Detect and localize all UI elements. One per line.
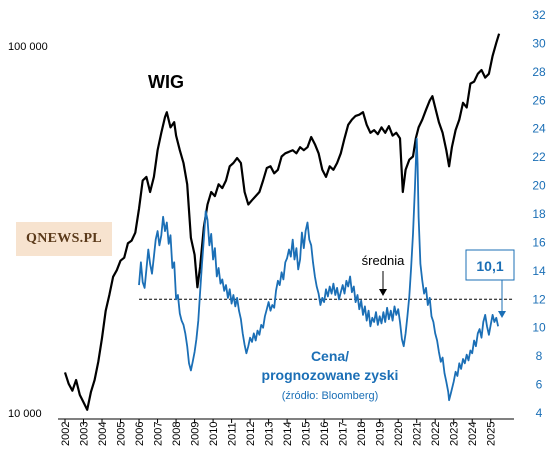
- right-tick-label: 18: [532, 207, 546, 221]
- wig-line: [63, 33, 501, 411]
- pe-label-line1: Cena/: [311, 348, 349, 364]
- callout-box: [465, 249, 515, 281]
- x-tick-label: 2009: [190, 422, 202, 446]
- x-tick-label: 2025: [486, 422, 498, 446]
- x-tick-label: 2011: [227, 422, 239, 446]
- right-tick-label: 20: [532, 179, 546, 193]
- x-tick-label: 2002: [60, 422, 72, 446]
- right-tick-label: 26: [532, 93, 546, 107]
- pe-line: [138, 137, 499, 402]
- series-group: [63, 33, 501, 411]
- x-tick-label: 2012: [245, 422, 257, 446]
- right-tick-label: 4: [536, 406, 543, 420]
- left-axis: 10 000 100 000: [8, 41, 48, 420]
- average-label: średnia: [362, 253, 405, 268]
- qnews-logo: QNEWS.PL: [16, 222, 112, 256]
- x-tick-label: 2016: [319, 422, 331, 446]
- x-tick-label: 2014: [282, 422, 294, 446]
- left-tick-label: 10 000: [8, 408, 42, 420]
- logo-text: QNEWS.PL: [26, 231, 102, 246]
- chart-title: WIG: [148, 72, 184, 92]
- right-tick-label: 22: [532, 150, 546, 164]
- right-tick-label: 16: [532, 235, 546, 249]
- callout-arrowhead: [498, 311, 506, 318]
- average-arrowhead: [379, 289, 387, 296]
- x-tick-label: 2020: [393, 422, 405, 446]
- x-tick-label: 2024: [467, 422, 479, 446]
- x-tick-label: 2023: [449, 422, 461, 446]
- right-tick-label: 12: [532, 292, 546, 306]
- x-tick-label: 2021: [412, 422, 424, 446]
- x-tick-label: 2004: [97, 422, 109, 446]
- source-note: (źródło: Bloomberg): [282, 390, 379, 402]
- labels-group: WIG Cena/ prognozowane zyski (źródło: Bl…: [148, 72, 515, 402]
- x-tick-label: 2008: [171, 422, 183, 446]
- x-tick-label: 2006: [134, 422, 146, 446]
- left-tick-label: 100 000: [8, 41, 48, 53]
- x-tick-label: 2022: [430, 422, 442, 446]
- x-tick-label: 2019: [375, 422, 387, 446]
- right-tick-label: 14: [532, 264, 546, 278]
- right-tick-label: 30: [532, 36, 546, 50]
- x-tick-label: 2010: [208, 422, 220, 446]
- x-tick-label: 2003: [79, 422, 91, 446]
- x-tick-label: 2018: [356, 422, 368, 446]
- x-tick-label: 2005: [116, 422, 128, 446]
- pe-label-line2: prognozowane zyski: [262, 367, 399, 383]
- right-tick-label: 32: [532, 8, 546, 22]
- x-tick-label: 2013: [264, 422, 276, 446]
- x-axis: 2002 2003 2004 2005 2006 2007 2008 2009 2010 2011…: [58, 418, 514, 446]
- right-tick-label: 10: [532, 321, 546, 335]
- right-axis: 4 6 8 10 12 14 16 18 20 22 24 26 28 30 32: [532, 8, 546, 420]
- right-tick-label: 8: [536, 349, 543, 363]
- x-tick-label: 2007: [153, 422, 165, 446]
- x-tick-label: 2015: [301, 422, 313, 446]
- x-tick-label: 2017: [338, 422, 350, 446]
- right-tick-label: 28: [532, 65, 546, 79]
- right-tick-label: 6: [536, 378, 543, 392]
- callout-label: 10,1: [476, 258, 503, 274]
- right-tick-label: 24: [532, 122, 546, 136]
